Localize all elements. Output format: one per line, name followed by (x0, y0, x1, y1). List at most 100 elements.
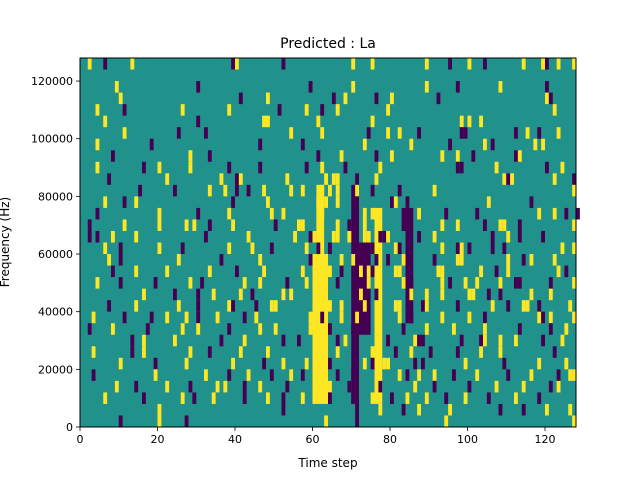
heatmap-cell (424, 58, 429, 70)
heatmap-cell (498, 346, 503, 358)
heatmap-cell (281, 207, 286, 220)
y-tick-label: 120000 (31, 75, 73, 88)
heatmap-cell (281, 58, 286, 70)
heatmap-cell (320, 311, 325, 324)
heatmap-cell (397, 184, 402, 197)
heatmap-cell (111, 323, 115, 335)
heatmap-cell (281, 403, 286, 416)
x-axis-label: Time step (297, 456, 357, 470)
heatmap-cell (529, 288, 534, 301)
heatmap-cell (227, 207, 232, 220)
heatmap-cell (490, 242, 495, 255)
heatmap-cell (378, 230, 383, 243)
heatmap-cell (537, 392, 542, 404)
heatmap-cell (258, 138, 263, 151)
heatmap-cell (258, 277, 263, 289)
heatmap-cell (111, 150, 115, 162)
heatmap-cell (339, 311, 344, 324)
heatmap-cell (401, 219, 406, 231)
heatmap-cell (130, 334, 135, 347)
heatmap-cell (463, 277, 468, 289)
heatmap-cell (413, 357, 418, 370)
heatmap-cell (207, 265, 212, 278)
heatmap-cell (188, 380, 193, 393)
heatmap-cell (564, 357, 569, 370)
heatmap-cell (331, 230, 336, 243)
heatmap-cell (316, 115, 321, 128)
heatmap-cell (572, 311, 577, 324)
heatmap-cell (285, 173, 290, 185)
heatmap-cell (390, 150, 394, 162)
heatmap-cell (246, 230, 251, 243)
heatmap-cell (328, 300, 332, 312)
heatmap-cell (362, 207, 367, 220)
heatmap-cell (238, 92, 243, 105)
heatmap-cell (413, 380, 418, 393)
heatmap-cell (374, 173, 379, 185)
heatmap-cell (440, 277, 445, 289)
heatmap-cell (95, 161, 100, 174)
heatmap-cell (207, 184, 212, 197)
heatmap-cell (386, 230, 391, 243)
heatmap-cell (467, 288, 472, 301)
heatmap-cell (324, 254, 329, 266)
heatmap-cell (405, 369, 410, 381)
heatmap-cell (273, 323, 278, 335)
heatmap-cell (401, 403, 406, 416)
heatmap-cell (502, 242, 507, 255)
chart-title: Predicted : La (280, 36, 376, 52)
heatmap-cell (165, 265, 170, 278)
heatmap-cell (440, 311, 445, 324)
heatmap-cell (281, 357, 286, 370)
heatmap-cell (382, 230, 387, 243)
heatmap-cell (281, 392, 286, 404)
heatmap-cell (207, 150, 212, 162)
heatmap-cell (328, 380, 332, 393)
heatmap-cell (266, 92, 270, 105)
heatmap-cell (153, 357, 158, 370)
heatmap-cell (246, 184, 251, 197)
heatmap-cell (269, 369, 274, 381)
heatmap-cell (479, 334, 484, 347)
heatmap-cell (548, 277, 553, 289)
heatmap-cell (486, 196, 491, 208)
heatmap-cell (351, 58, 356, 70)
heatmap-cell (204, 369, 208, 381)
heatmap-cell (297, 334, 301, 347)
heatmap-cell (118, 277, 123, 289)
heatmap-cell (335, 369, 340, 381)
heatmap-cell (397, 242, 402, 255)
heatmap-cell (339, 265, 344, 278)
x-axis: 0 20 40 60 80 100 120 (77, 427, 556, 446)
heatmap-cell (103, 242, 108, 255)
heatmap-cell (463, 392, 468, 404)
heatmap-cell (514, 127, 518, 139)
heatmap-cell (351, 392, 356, 404)
heatmap-cell (413, 334, 418, 347)
y-tick-label: 0 (66, 421, 73, 434)
heatmap-cell (517, 230, 522, 243)
heatmap-cell (215, 311, 220, 324)
heatmap-cell (339, 254, 344, 266)
heatmap-cell (304, 277, 309, 289)
x-tick-label: 80 (383, 433, 397, 446)
heatmap-cell (312, 265, 317, 278)
heatmap-cell (273, 300, 278, 312)
heatmap-cell (455, 150, 460, 162)
heatmap-cell (138, 184, 143, 197)
heatmap-cell (227, 242, 232, 255)
heatmap-cell (227, 161, 232, 174)
heatmap-cell (463, 357, 468, 370)
heatmap-cell (219, 334, 224, 347)
heatmap-cell (424, 81, 429, 93)
heatmap-cell (390, 392, 394, 404)
heatmap-cell (455, 300, 460, 312)
heatmap-cell (409, 346, 414, 358)
heatmap-cell (262, 265, 267, 278)
heatmap-cell (362, 300, 367, 312)
heatmap-cell (506, 369, 511, 381)
heatmap-cell (153, 277, 158, 289)
heatmap-cell (227, 323, 232, 335)
heatmap-cell (118, 92, 123, 105)
heatmap-cell (324, 415, 329, 427)
